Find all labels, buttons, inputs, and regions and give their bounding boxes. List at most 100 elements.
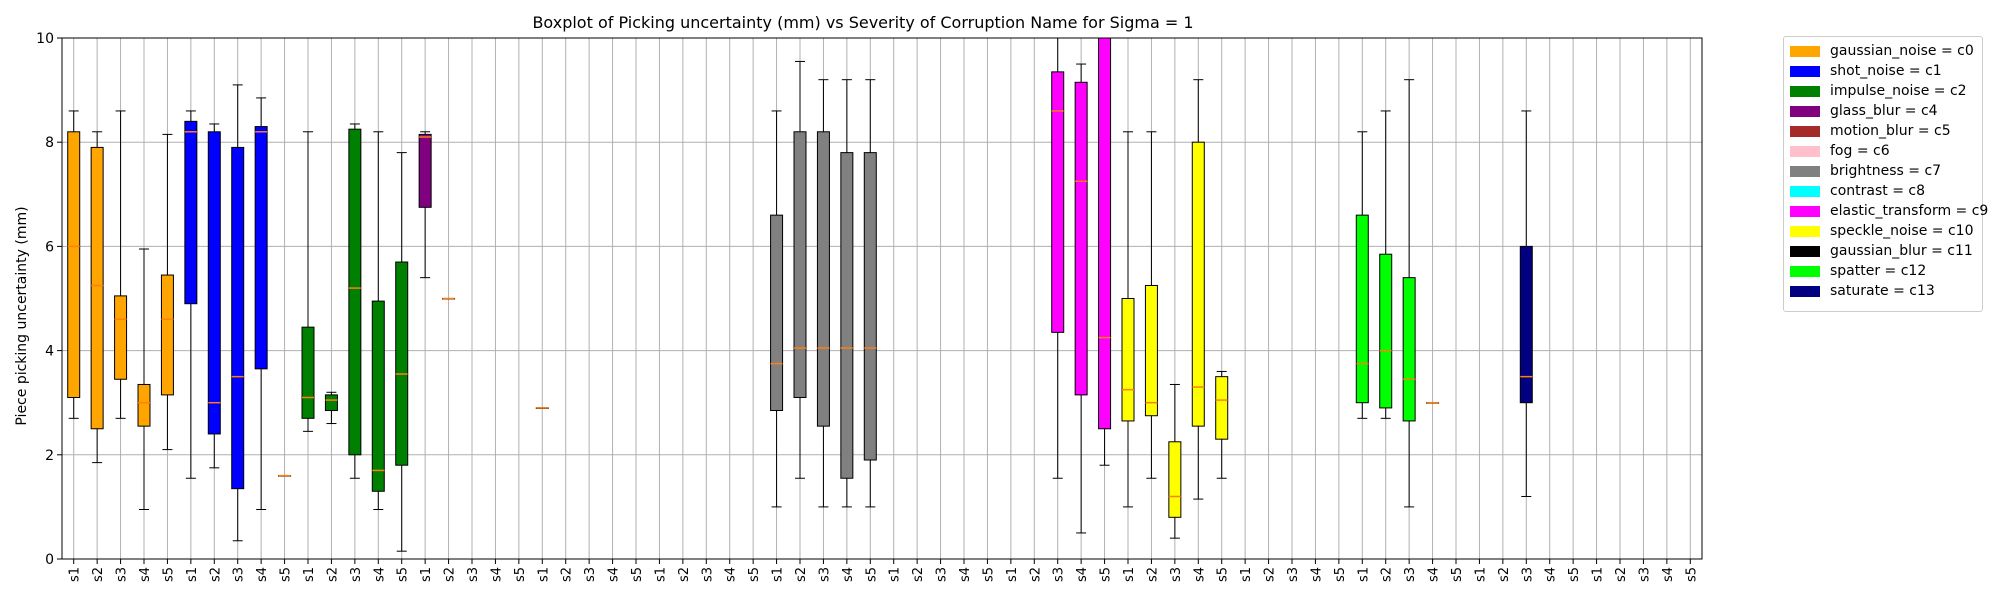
x-tick-label: s2 (91, 567, 106, 582)
x-tick-label: s1 (1591, 567, 1606, 582)
legend-label: brightness = c7 (1830, 163, 1942, 179)
x-tick-label: s3 (1637, 567, 1652, 582)
legend-swatch (1790, 185, 1820, 197)
box-body (137, 383, 151, 427)
box-body (184, 120, 198, 305)
x-tick-label: s1 (1122, 567, 1137, 582)
legend-label: gaussian_noise = c0 (1830, 43, 1974, 59)
box-body (418, 133, 432, 208)
box-c1-s4 (254, 97, 268, 511)
box-c9-s3 (1051, 37, 1065, 479)
x-tick-label: s5 (279, 567, 294, 582)
box-c2-s1 (301, 131, 315, 432)
legend-swatch (1790, 85, 1820, 97)
x-tick-label: s1 (1473, 567, 1488, 582)
x-tick-label: s3 (466, 567, 481, 582)
x-tick-label: s1 (1005, 567, 1020, 582)
x-tick-label: s1 (302, 567, 317, 582)
box-body (816, 131, 830, 427)
legend-swatch (1790, 285, 1820, 297)
x-tick-label: s3 (1286, 567, 1301, 582)
box-group-c13 (1519, 110, 1533, 497)
box-c9-s5 (1098, 37, 1112, 466)
x-tick-label: s4 (607, 567, 622, 582)
box-body (254, 126, 268, 370)
legend-item: saturate = c13 (1790, 281, 1976, 301)
box-group-c9 (1051, 37, 1112, 534)
x-tick-label: s3 (817, 567, 832, 582)
x-tick-label: s2 (911, 567, 926, 582)
box-body (1215, 376, 1229, 440)
box-body (1168, 441, 1182, 518)
x-tick-label: s5 (1450, 567, 1465, 582)
x-tick-label: s3 (349, 567, 364, 582)
legend-swatch (1790, 145, 1820, 157)
x-tick-label: s1 (185, 567, 200, 582)
box-group-c5 (535, 407, 549, 409)
box-group-c1 (184, 84, 292, 542)
x-tick-label: s5 (864, 567, 879, 582)
legend-item: fog = c6 (1790, 141, 1976, 161)
box-body (395, 261, 409, 466)
x-tick-label: s4 (724, 567, 739, 582)
box-body (840, 152, 854, 479)
y-ticks: 0 2 4 6 8 10 (36, 31, 62, 568)
y-tick-label: 4 (45, 344, 54, 360)
x-tick-label: s5 (161, 567, 176, 582)
x-tick-label: s3 (935, 567, 950, 582)
x-tick-label: s5 (630, 567, 645, 582)
box-c1-s2 (207, 123, 221, 469)
box-body (863, 152, 877, 461)
legend-item: contrast = c8 (1790, 181, 1976, 201)
box-c10-s4 (1191, 79, 1205, 500)
x-tick-label: s5 (513, 567, 528, 582)
x-tick-label: s5 (981, 567, 996, 582)
legend-label: motion_blur = c5 (1830, 123, 1951, 139)
x-tick-label: s2 (325, 567, 340, 582)
y-tick-label: 10 (36, 31, 54, 47)
x-tick-label: s4 (1427, 567, 1442, 582)
x-tick-label: s5 (747, 567, 762, 582)
legend-item: impulse_noise = c2 (1790, 81, 1976, 101)
box-group-c7 (770, 60, 877, 508)
box-body (1051, 71, 1065, 333)
box-c7-s3 (816, 79, 830, 508)
chart-title: Boxplot of Picking uncertainty (mm) vs S… (532, 13, 1193, 32)
x-tick-label: s2 (560, 567, 575, 582)
y-axis-label: Piece picking uncertainty (mm) (14, 206, 30, 425)
box-c1-s3 (231, 84, 245, 542)
box-body (1121, 298, 1135, 422)
box-c13-s3 (1519, 110, 1533, 497)
x-tick-label: s1 (1239, 567, 1254, 582)
x-tick-label: s3 (1403, 567, 1418, 582)
box-body (1355, 214, 1369, 404)
box-body (324, 394, 338, 412)
box-body (301, 326, 315, 419)
box-group-c2 (301, 123, 409, 552)
x-tick-label: s4 (958, 567, 973, 582)
box-c10-s5 (1215, 370, 1229, 479)
legend-item: elastic_transform = c9 (1790, 201, 1988, 221)
box-c2-s2 (324, 391, 338, 425)
legend-label: fog = c6 (1830, 143, 1890, 159)
box-body (1402, 277, 1416, 422)
box-body (770, 214, 784, 412)
box-group-c4 (418, 131, 456, 300)
x-tick-label: s2 (443, 567, 458, 582)
x-tick-label: s4 (138, 567, 153, 582)
box-c4-s2 (442, 297, 456, 300)
box-body (90, 146, 104, 430)
y-tick-label: 2 (45, 448, 54, 464)
x-tick-label: s5 (1567, 567, 1582, 582)
x-tick-label: s5 (1099, 567, 1114, 582)
x-tick-label: s3 (1169, 567, 1184, 582)
legend-label: saturate = c13 (1830, 283, 1935, 299)
x-tick-label: s4 (1075, 567, 1090, 582)
box-layer (67, 37, 1533, 552)
box-group-c0 (67, 110, 174, 511)
box-c0-s3 (114, 110, 128, 419)
box-body (1074, 81, 1088, 396)
box-group-c12 (1355, 79, 1440, 508)
box-c4-s1 (418, 131, 432, 279)
